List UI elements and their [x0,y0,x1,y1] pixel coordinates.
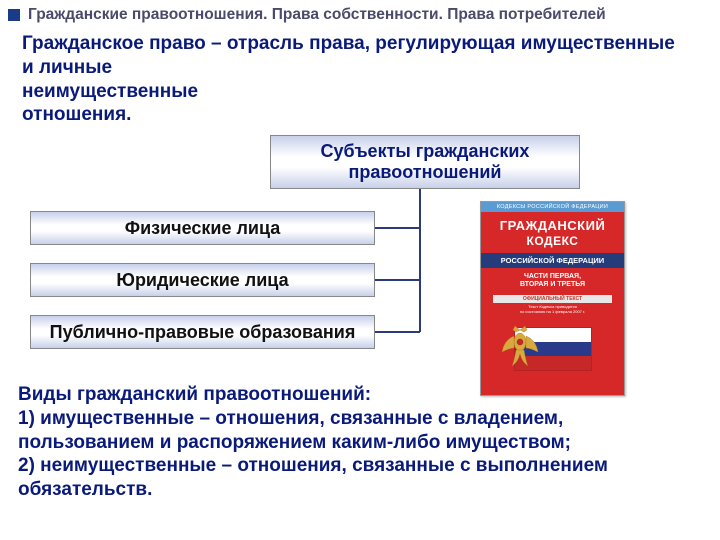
book-parts-l1: ЧАСТИ ПЕРВАЯ, [524,273,581,280]
item-box-2: Юридические лица [30,263,375,297]
book-subtitle: РОССИЙСКОЙ ФЕДЕРАЦИИ [481,253,624,268]
item-box-1: Физические лица [30,211,375,245]
book-emblem-area [481,320,624,378]
book-note: Текст Кодекса приводится по состоянию на… [481,305,624,315]
bottom-line2: 2) неимущественные – отношения, связанны… [18,455,608,500]
bottom-line1: 1) имущественные – отношения, связанные … [18,408,571,453]
header-bullet-icon [8,9,20,21]
book-note-l2: по состоянию на 1 февраля 2007 г. [520,309,585,314]
intro-line2: неимущественные [22,81,198,102]
intro-line1: Гражданское право – отрасль права, регул… [22,33,675,78]
item-label-1: Физические лица [125,218,281,239]
book-parts-l2: ВТОРАЯ И ТРЕТЬЯ [520,281,585,288]
book-official: ОФИЦИАЛЬНЫЙ ТЕКСТ [493,295,612,303]
subjects-box: Субъекты гражданских правоотношений [270,135,580,189]
book-topbar: КОДЕКСЫ РОССИЙСКОЙ ФЕДЕРАЦИИ [481,202,624,212]
bottom-text: Виды гражданский правоотношений: 1) имущ… [0,381,720,502]
intro-line3: отношения. [22,104,131,125]
subjects-box-label: Субъекты гражданских правоотношений [271,141,579,182]
item-box-3: Публично-правовые образования [30,315,375,349]
diagram-area: Субъекты гражданских правоотношений Физи… [0,131,720,381]
eagle-emblem-icon [499,324,541,372]
slide-header: Гражданские правоотношения. Права собств… [0,0,720,26]
header-title: Гражданские правоотношения. Права собств… [28,6,606,24]
book-cover: КОДЕКСЫ РОССИЙСКОЙ ФЕДЕРАЦИИ ГРАЖДАНСКИЙ… [480,201,625,396]
intro-text: Гражданское право – отрасль права, регул… [0,26,700,127]
item-label-2: Юридические лица [116,270,288,291]
book-title-2: КОДЕКС [481,234,624,248]
item-label-3: Публично-правовые образования [50,322,356,343]
book-title-1: ГРАЖДАНСКИЙ [481,218,624,233]
bottom-heading: Виды гражданский правоотношений: [18,384,371,405]
book-parts: ЧАСТИ ПЕРВАЯ, ВТОРАЯ И ТРЕТЬЯ [481,273,624,290]
